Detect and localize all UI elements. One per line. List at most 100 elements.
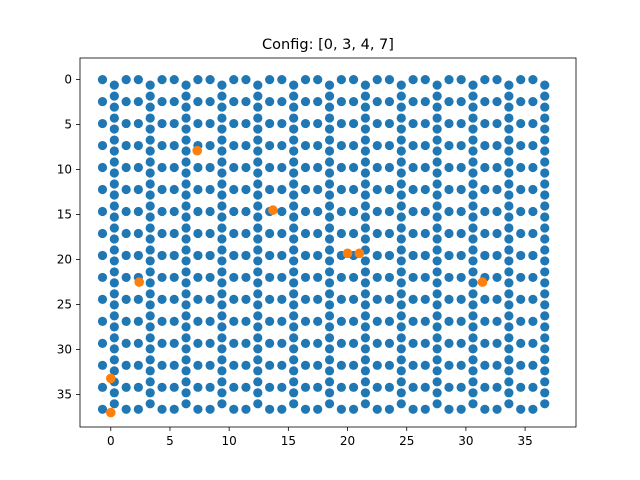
lattice-point [241, 338, 251, 348]
lattice-point [169, 404, 179, 414]
lattice-point [468, 355, 478, 365]
lattice-point [360, 135, 371, 145]
lattice-point [324, 146, 335, 156]
lattice-point [121, 250, 131, 261]
lattice-point [324, 91, 335, 101]
lattice-point [432, 344, 442, 354]
lattice-point [432, 212, 442, 222]
lattice-point [516, 162, 526, 173]
lattice-point [169, 250, 179, 261]
lattice-point [396, 278, 406, 288]
lattice-point [277, 162, 287, 173]
lattice-point [444, 228, 454, 239]
lattice-point [289, 234, 299, 244]
lattice-point [528, 360, 538, 370]
lattice-point [372, 404, 382, 414]
lattice-point [133, 360, 143, 370]
lattice-point [145, 135, 155, 145]
lattice-point [181, 289, 191, 299]
lattice-point [145, 80, 155, 90]
lattice-point [241, 140, 251, 151]
lattice-point [145, 179, 155, 189]
lattice-point [504, 256, 514, 266]
lattice-point [456, 184, 466, 195]
lattice-point [372, 228, 382, 239]
lattice-point [372, 338, 382, 348]
lattice-point [384, 250, 395, 261]
lattice-point [109, 399, 119, 409]
lattice-point [396, 377, 406, 387]
lattice-point [241, 360, 251, 370]
lattice-point [540, 157, 550, 167]
lattice-point [97, 228, 108, 239]
lattice-point [97, 162, 108, 173]
lattice-point [492, 382, 502, 392]
lattice-point [109, 388, 119, 398]
lattice-point [360, 91, 371, 101]
lattice-point [336, 272, 346, 283]
lattice-point [516, 338, 526, 348]
lattice-point [504, 102, 514, 112]
lattice-point [121, 404, 131, 414]
lattice-point [253, 267, 263, 277]
lattice-point [289, 212, 299, 222]
lattice-point [360, 311, 371, 321]
lattice-point [504, 300, 514, 310]
lattice-point [193, 206, 203, 217]
lattice-point [360, 179, 371, 189]
lattice-point [205, 162, 215, 173]
lattice-point [97, 382, 108, 392]
lattice-point [492, 360, 502, 370]
lattice-point [420, 96, 430, 107]
lattice-point [157, 272, 167, 283]
lattice-point [229, 382, 239, 392]
lattice-point [408, 316, 418, 326]
lattice-point [396, 399, 406, 409]
lattice-point [348, 382, 359, 392]
lattice-point [396, 102, 406, 112]
lattice-point [145, 388, 155, 398]
lattice-point [300, 75, 311, 85]
lattice-point [109, 179, 119, 189]
lattice-point [193, 184, 203, 195]
lattice-point [480, 338, 490, 348]
lattice-point [181, 300, 191, 310]
lattice-point [193, 294, 203, 304]
lattice-point [133, 96, 143, 107]
lattice-point [468, 135, 478, 145]
lattice-point [277, 228, 287, 239]
lattice-point [169, 206, 179, 217]
lattice-point [468, 388, 478, 398]
lattice-point [444, 75, 454, 85]
lattice-point [313, 404, 323, 414]
lattice-point [277, 294, 287, 304]
lattice-point [205, 96, 215, 107]
lattice-point [348, 140, 359, 151]
lattice-point [444, 338, 454, 348]
lattice-point [253, 377, 263, 387]
lattice-point [432, 190, 442, 200]
lattice-point [456, 206, 466, 217]
lattice-point [181, 223, 191, 233]
lattice-point [300, 382, 311, 392]
lattice-point [468, 366, 478, 376]
lattice-point [253, 300, 263, 310]
lattice-point [540, 322, 550, 332]
x-tick-label: 10 [222, 434, 237, 448]
lattice-point [360, 190, 371, 200]
y-tick-label: 35 [57, 388, 72, 402]
lattice-point [241, 382, 251, 392]
lattice-point [456, 338, 466, 348]
lattice-point [193, 338, 203, 348]
lattice-point [300, 338, 311, 348]
lattice-point [205, 272, 215, 283]
lattice-point [169, 272, 179, 283]
lattice-point [396, 157, 406, 167]
lattice-point [229, 118, 239, 129]
lattice-point [360, 223, 371, 233]
lattice-point [109, 201, 119, 211]
lattice-point [97, 184, 108, 195]
lattice-point [217, 377, 227, 387]
lattice-point [253, 234, 263, 244]
lattice-point [504, 223, 514, 233]
